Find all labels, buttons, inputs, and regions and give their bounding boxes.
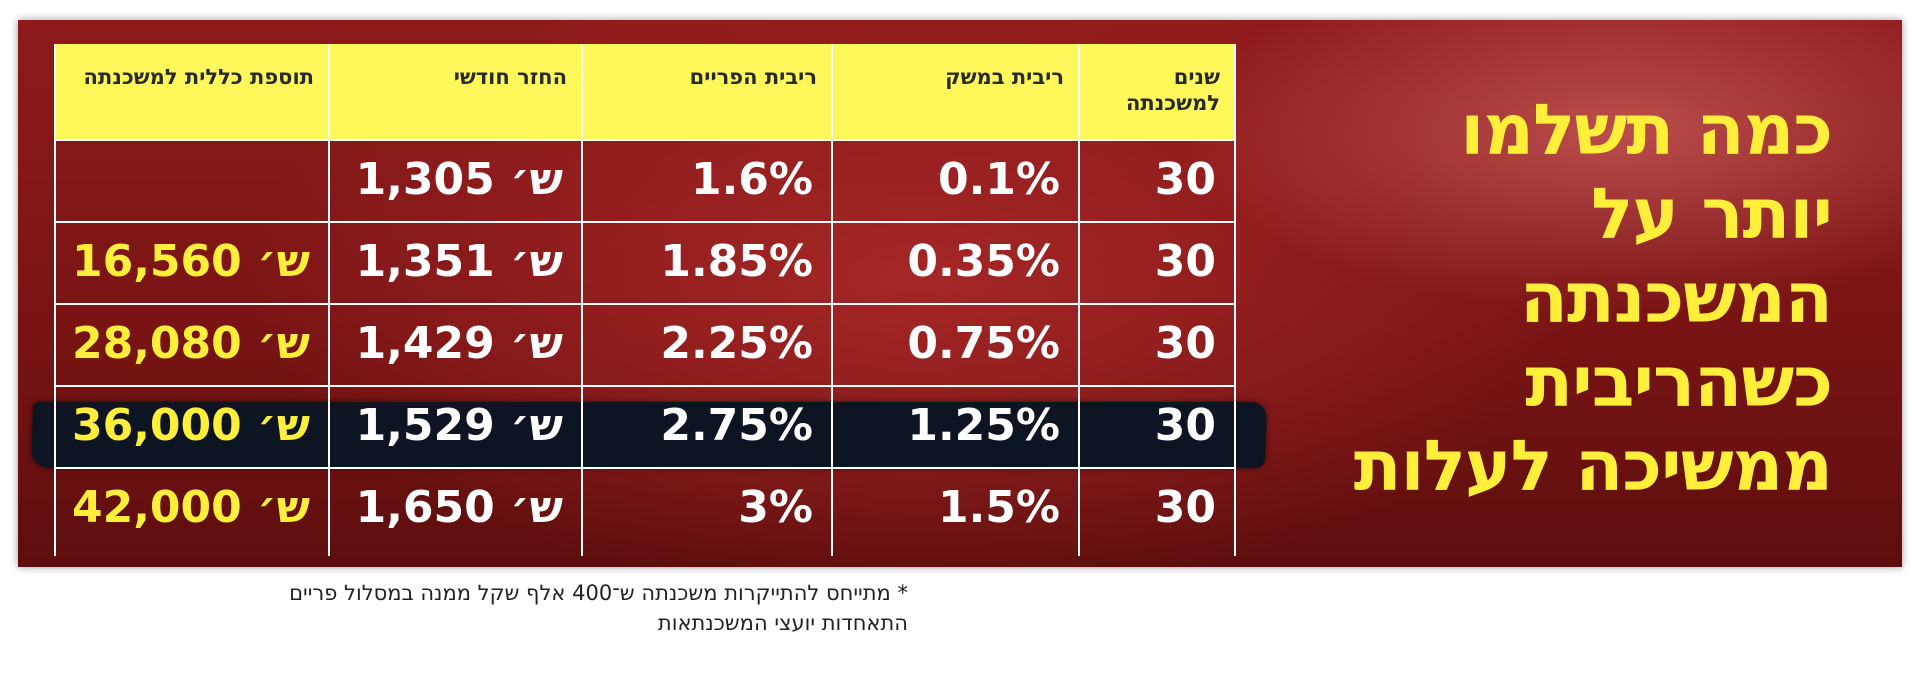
table-cell-economy-rate: 0.1% [937, 154, 1060, 205]
mortgage-table: שנים למשכנתה ריבית במשק ריבית הפריים החז… [54, 44, 1236, 556]
headline-line-4: כשהריבית [1525, 341, 1833, 423]
table-header [54, 44, 1236, 139]
footnote: * מתייחס להתייקרות משכנתה ש־400 אלף שקל … [289, 578, 908, 638]
header-prime-rate: ריבית הפריים [689, 65, 817, 89]
header-economy-rate: ריבית במשק [945, 65, 1064, 89]
column-divider [1078, 44, 1080, 556]
column-divider [1234, 44, 1236, 556]
table-cell-years: 30 [1154, 154, 1216, 205]
row-divider [54, 221, 1236, 223]
table-cell-prime-rate: 1.85% [660, 236, 813, 287]
headline-line-1: כמה תשלמו [1460, 89, 1833, 171]
table-cell-total-addition: 28,080 ש׳ [71, 318, 310, 369]
table-cell-total-addition: 42,000 ש׳ [71, 482, 310, 533]
header-total-addition: תוספת כללית למשכנתה [83, 65, 314, 89]
column-divider [831, 44, 833, 556]
table-cell-total-addition [56, 139, 328, 221]
headline: כמה תשלמו יותר על המשכנתה כשהריבית ממשיכ… [1272, 88, 1833, 508]
infographic-panel: כמה תשלמו יותר על המשכנתה כשהריבית ממשיכ… [18, 20, 1902, 567]
table-cell-monthly-payment: 1,305 ש׳ [355, 154, 563, 205]
table-cell-prime-rate: 2.75% [660, 400, 813, 451]
table-cell-economy-rate: 0.35% [907, 236, 1060, 287]
table-cell-monthly-payment: 1,351 ש׳ [355, 236, 563, 287]
header-monthly-payment: החזר חודשי [453, 65, 567, 89]
table-cell-total-addition: 16,560 ש׳ [71, 236, 310, 287]
table-cell-economy-rate: 1.25% [907, 400, 1060, 451]
table-cell-years: 30 [1154, 400, 1216, 451]
row-divider [54, 303, 1236, 305]
headline-line-3: המשכנתה [1519, 257, 1833, 339]
table-cell-monthly-payment: 1,650 ש׳ [355, 482, 563, 533]
row-divider [54, 467, 1236, 469]
footnote-line-1: * מתייחס להתייקרות משכנתה ש־400 אלף שקל … [289, 581, 908, 605]
footnote-source: התאחדות יועצי המשכנתאות [657, 611, 908, 635]
column-divider [54, 44, 56, 556]
table-cell-economy-rate: 1.5% [937, 482, 1060, 533]
table-cell-years: 30 [1154, 236, 1216, 287]
table-cell-monthly-payment: 1,529 ש׳ [355, 400, 563, 451]
column-divider [328, 44, 330, 556]
table-cell-prime-rate: 2.25% [660, 318, 813, 369]
row-divider [54, 139, 1236, 141]
headline-line-5: ממשיכה לעלות [1353, 425, 1833, 507]
table-cell-prime-rate: 1.6% [690, 154, 813, 205]
table-cell-monthly-payment: 1,429 ש׳ [355, 318, 563, 369]
table-cell-years: 30 [1154, 482, 1216, 533]
headline-line-2: יותר על [1591, 173, 1833, 255]
table-cell-economy-rate: 0.75% [907, 318, 1060, 369]
table-cell-years: 30 [1154, 318, 1216, 369]
table-cell-prime-rate: 3% [738, 482, 813, 533]
row-divider [54, 385, 1236, 387]
column-divider [581, 44, 583, 556]
header-years: שנים למשכנתה [1125, 65, 1220, 115]
table-cell-total-addition: 36,000 ש׳ [71, 400, 310, 451]
